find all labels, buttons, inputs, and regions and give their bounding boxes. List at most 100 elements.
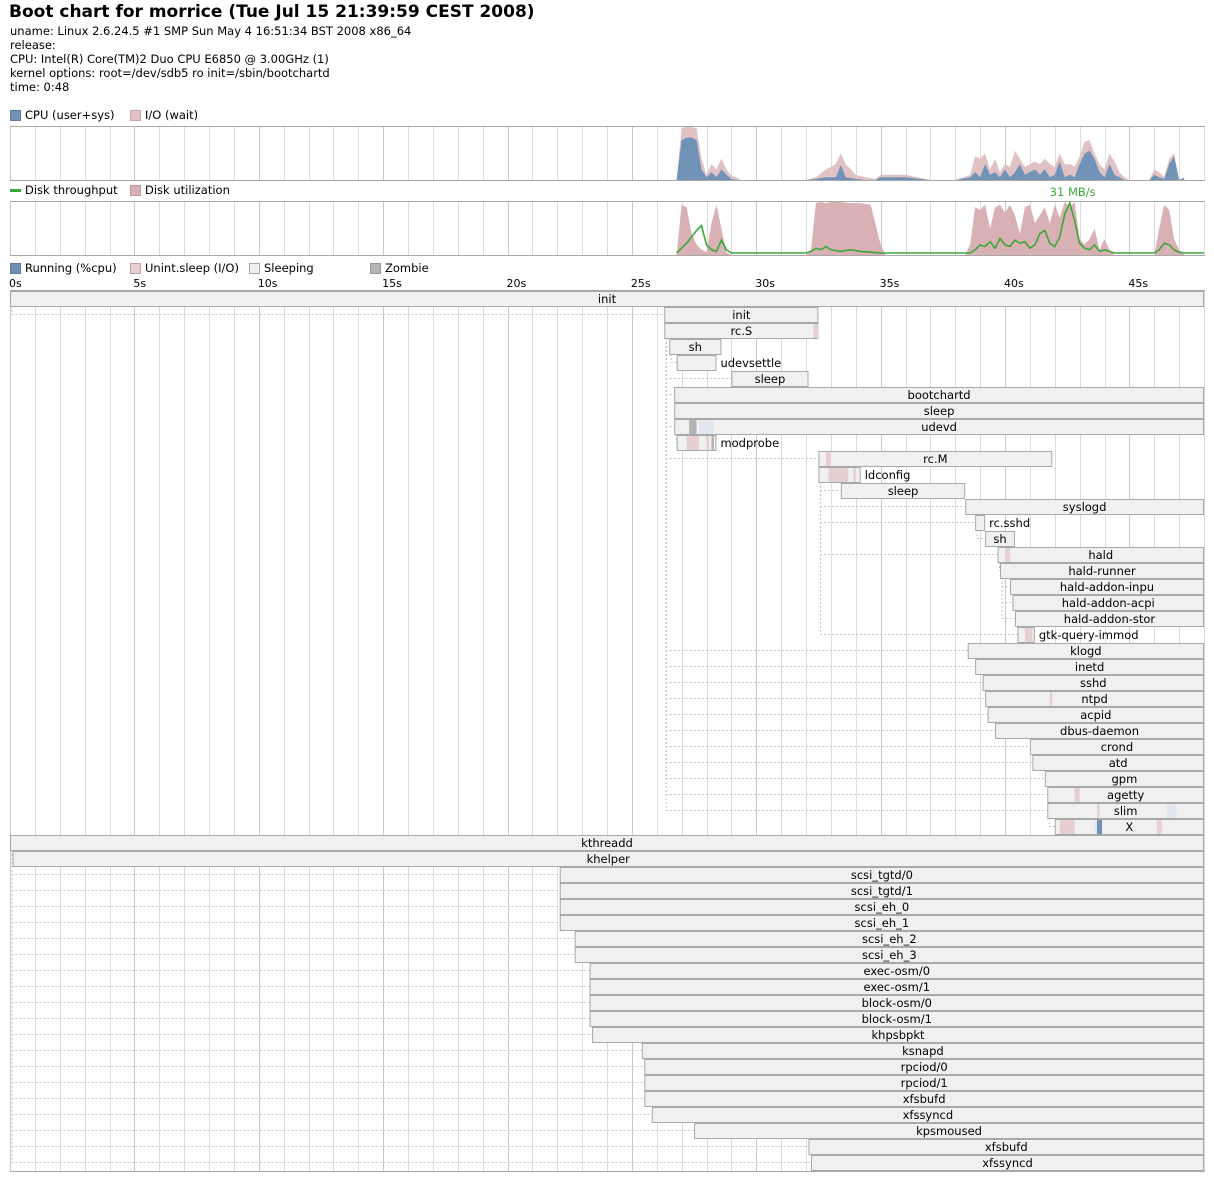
process-label: sleep — [755, 372, 786, 386]
legend-running-label: Running (%cpu) — [25, 261, 117, 275]
process-bar — [810, 1155, 1204, 1171]
process-label: inetd — [1075, 660, 1104, 674]
process-bar — [808, 1139, 1204, 1155]
process-label: scsi_tgtd/0 — [851, 868, 913, 882]
legend-utilization: Disk utilization — [130, 183, 230, 197]
process-row: kthreadd — [10, 835, 1204, 851]
chart-title: Boot chart for morrice (Tue Jul 15 21:39… — [9, 2, 535, 22]
process-label: scsi_tgtd/1 — [851, 884, 913, 898]
process-row: udevd — [674, 419, 1204, 435]
process-connector — [819, 466, 1018, 635]
process-label: xfssyncd — [982, 1156, 1033, 1170]
process-row: rc.S — [664, 323, 819, 339]
process-row: atd — [1032, 755, 1205, 771]
process-bar — [559, 899, 1204, 915]
process-row: hald-addon-inpu — [1009, 579, 1204, 595]
process-row: kpsmoused — [694, 1123, 1204, 1139]
process-row: xfsbufd — [808, 1139, 1204, 1155]
tick-label: 10s — [257, 277, 278, 290]
process-row: syslogd — [965, 499, 1205, 515]
process-label: gpm — [1111, 772, 1137, 786]
process-row: init — [664, 307, 819, 323]
disk-throughput-line — [676, 200, 1204, 254]
process-row: scsi_tgtd/0 — [559, 867, 1204, 883]
legend-sleeping-swatch — [249, 262, 260, 274]
tick-label: 5s — [133, 277, 147, 290]
process-bar — [559, 883, 1204, 899]
process-label: slim — [1114, 804, 1138, 818]
process-row: X — [1054, 819, 1204, 835]
process-label: hald — [1088, 548, 1113, 562]
process-label: kpsmoused — [916, 1124, 982, 1138]
process-label: hald-addon-inpu — [1060, 580, 1154, 594]
process-row: gpm — [1044, 771, 1205, 787]
process-label: klogd — [1070, 644, 1102, 658]
process-connector — [11, 306, 665, 315]
process-bar — [1044, 771, 1205, 787]
process-label: rc.S — [730, 324, 752, 338]
process-sleep-mark — [1094, 820, 1098, 834]
process-label: block-osm/0 — [862, 996, 932, 1010]
process-row: khelper — [12, 851, 1204, 867]
process-row: exec-osm/1 — [589, 979, 1204, 995]
process-io-mark — [1156, 820, 1162, 834]
process-bar — [840, 483, 966, 499]
process-io-mark — [1097, 804, 1100, 818]
process-bar — [975, 515, 986, 531]
process-bar — [10, 291, 1204, 307]
process-row: sleep — [731, 371, 809, 387]
process-bar — [731, 371, 809, 387]
process-bar — [967, 643, 1204, 659]
process-bar — [589, 979, 1204, 995]
legend-io-swatch — [130, 109, 141, 121]
process-connector — [1001, 578, 1015, 619]
process-row: hald-runner — [1000, 563, 1205, 579]
process-io-mark — [813, 324, 819, 338]
process-label: init — [732, 308, 751, 322]
process-io-mark — [1074, 788, 1080, 802]
process-row: agetty — [1047, 787, 1204, 803]
process-label: rc.M — [923, 452, 947, 466]
process-label: block-osm/1 — [862, 1012, 932, 1026]
process-row: sleep — [840, 483, 966, 499]
process-row: udevsettle — [676, 355, 781, 371]
process-row: scsi_eh_0 — [559, 899, 1204, 915]
legend-utilization-label: Disk utilization — [145, 183, 230, 197]
process-label: scsi_eh_0 — [855, 900, 910, 914]
process-label: hald-addon-acpi — [1062, 596, 1155, 610]
process-io-mark — [853, 468, 856, 482]
process-row: rpciod/1 — [644, 1075, 1204, 1091]
process-bar — [669, 339, 722, 355]
process-label: ldconfig — [865, 468, 911, 482]
process-bar — [674, 419, 1204, 435]
process-row: exec-osm/0 — [589, 963, 1204, 979]
process-bar — [574, 947, 1204, 963]
process-bar — [995, 723, 1204, 739]
process-label: ntpd — [1081, 692, 1107, 706]
process-row: block-osm/0 — [589, 995, 1204, 1011]
legend-zombie-label: Zombie — [385, 261, 429, 275]
tick-label: 20s — [506, 277, 527, 290]
process-label: sleep — [888, 484, 919, 498]
process-row: acpid — [987, 707, 1205, 723]
process-bar — [674, 387, 1204, 403]
process-bar — [1000, 563, 1205, 579]
legend-zombie: Zombie — [370, 261, 429, 275]
process-label: hald-runner — [1068, 564, 1136, 578]
process-row: rc.sshd — [975, 515, 1030, 531]
process-label: sh — [993, 532, 1006, 546]
process-row: hald-addon-acpi — [1012, 595, 1205, 611]
process-label: rpciod/0 — [901, 1060, 948, 1074]
process-row: ldconfig — [818, 467, 911, 483]
process-row: bootchartd — [674, 387, 1204, 403]
cpu-user-sys-area — [676, 137, 1185, 180]
process-row: scsi_eh_3 — [574, 947, 1204, 963]
release-line: release: — [10, 38, 56, 52]
process-label: khpsbpkt — [872, 1028, 925, 1042]
process-bar — [589, 995, 1204, 1011]
legend-unint-label: Unint.sleep (I/O) — [145, 261, 239, 275]
process-bar — [664, 307, 819, 323]
process-label: hald-addon-stor — [1064, 612, 1156, 626]
process-bar — [975, 659, 1205, 675]
process-io-mark — [1049, 692, 1053, 706]
